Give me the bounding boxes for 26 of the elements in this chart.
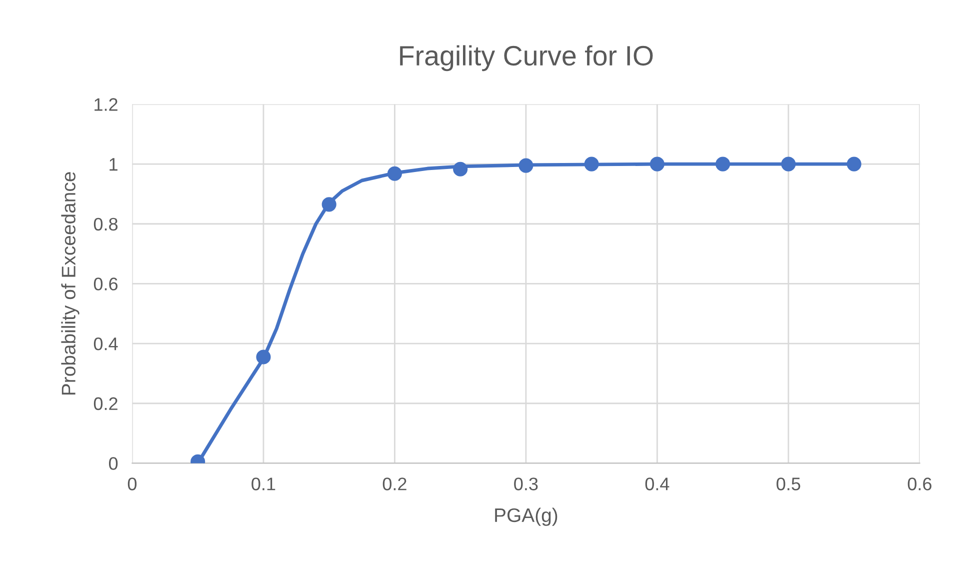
x-tick-label: 0.4	[645, 478, 670, 490]
point	[584, 156, 599, 172]
x-tick-label: 0.6	[908, 478, 932, 490]
y-tick-label: 0.2	[94, 397, 118, 410]
y-axis-title: Probability of Exceedance	[61, 172, 80, 395]
point	[453, 162, 468, 176]
x-tick-label: 0.3	[514, 478, 538, 490]
point	[716, 156, 730, 172]
y-tick-label: 0.4	[94, 337, 118, 350]
point	[387, 166, 402, 181]
x-axis-title: PGA(g)	[495, 508, 558, 526]
x-tick-label: 0.5	[776, 478, 800, 490]
point	[518, 158, 534, 173]
point	[846, 156, 862, 172]
y-tick-label: 0.6	[94, 278, 118, 290]
y-tick-label: 0	[108, 457, 118, 470]
point	[781, 156, 796, 172]
chart-title: Fragility Curve for IO	[400, 45, 653, 72]
point	[322, 197, 336, 212]
y-tick-label: 1	[110, 158, 118, 171]
x-tick-label: 0.1	[252, 478, 276, 490]
y-tick-label: 0.8	[94, 218, 118, 231]
y-tick-label: 1.2	[94, 98, 118, 111]
point	[650, 156, 664, 172]
x-tick-label: 0	[128, 478, 137, 490]
x-tick-label: 0.2	[382, 478, 406, 490]
